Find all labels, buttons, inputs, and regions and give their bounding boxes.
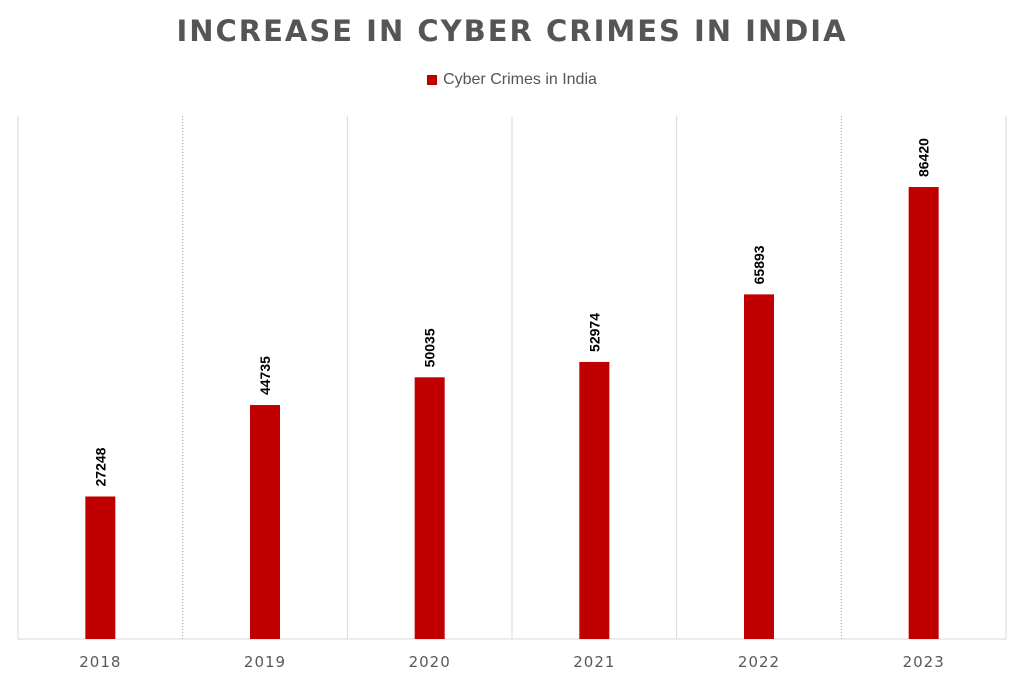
x-tick-label-2021: 2021 bbox=[573, 653, 615, 671]
x-tick-label-2023: 2023 bbox=[903, 653, 945, 671]
bar-2019 bbox=[250, 405, 280, 639]
data-label-2022: 65893 bbox=[751, 245, 767, 284]
x-tick-label-2019: 2019 bbox=[244, 653, 286, 671]
x-tick-label-2022: 2022 bbox=[738, 653, 780, 671]
legend: Cyber Crimes in India bbox=[0, 71, 1024, 89]
x-tick-label-2018: 2018 bbox=[79, 653, 121, 671]
data-label-2020: 50035 bbox=[422, 328, 438, 367]
bar-2021 bbox=[579, 361, 610, 639]
legend-label: Cyber Crimes in India bbox=[443, 71, 597, 88]
bar-2022 bbox=[744, 294, 774, 639]
x-tick-label-2020: 2020 bbox=[409, 653, 451, 671]
data-label-2023: 86420 bbox=[916, 138, 932, 177]
data-label-2018: 27248 bbox=[92, 447, 108, 486]
chart-title: INCREASE IN CYBER CRIMES IN INDIA bbox=[176, 14, 848, 48]
bar-2020 bbox=[414, 377, 445, 639]
legend-swatch bbox=[427, 75, 438, 85]
data-label-2021: 52974 bbox=[586, 313, 602, 352]
bar-2018 bbox=[85, 496, 116, 639]
data-label-2019: 44735 bbox=[257, 356, 273, 395]
bar-2023 bbox=[908, 187, 939, 639]
